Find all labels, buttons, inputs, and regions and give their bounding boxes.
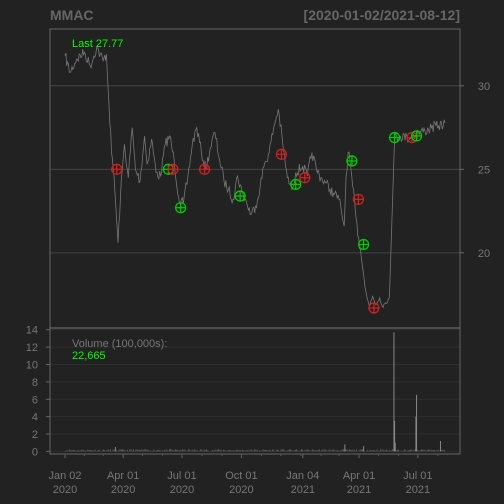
signal-marker [352,193,365,206]
volume-last-value: 22,665 [72,350,106,362]
x-tick-year: 2021 [406,484,430,496]
volume-grid [50,329,460,452]
volume-tick-label: 14 [26,325,38,337]
signal-marker [410,130,423,142]
signal-marker [234,190,246,202]
price-axis: 20 25 30 [460,81,490,260]
volume-axis: 0 2 4 6 8 10 12 14 [26,325,50,458]
x-tick-year: 2020 [229,484,253,496]
x-tick-label: Jan 02 [48,470,81,482]
volume-tick-label: 10 [26,359,38,371]
x-tick-year: 2021 [347,484,371,496]
x-tick-label: Jul 01 [403,470,432,482]
volume-label: Volume (100,000s): [72,338,167,350]
price-tick-label: 20 [478,248,490,260]
x-axis: Jan 02 2020 Apr 01 2020 Jul 01 2020 Oct 01 2020… [48,454,439,496]
volume-baseline-bars [64,449,445,452]
x-tick-year: 2020 [170,484,194,496]
last-price-label: Last 27.77 [72,38,123,50]
x-tick-year: 2020 [111,484,135,496]
date-range-label: [2020-01-02/2021-08-12] [304,7,460,23]
signal-marker [388,131,401,144]
x-tick-label: Apr 01 [343,470,375,482]
signal-marker [167,163,179,175]
signal-marker [275,148,288,160]
chart-title: MMAC [50,7,94,23]
signal-marker [357,238,370,251]
x-tick-year: 2021 [291,484,315,496]
signal-marker [368,302,380,314]
x-tick-label: Apr 01 [107,470,139,482]
signal-marker [198,163,211,175]
signal-marker [346,155,358,167]
x-tick-year: 2020 [53,484,77,496]
price-tick-label: 30 [478,81,490,93]
x-tick-label: Oct 01 [225,470,257,482]
volume-tick-label: 4 [32,412,38,424]
volume-tick-label: 8 [32,377,38,389]
volume-tick-label: 2 [32,429,38,441]
signal-marker [175,202,187,214]
volume-tick-label: 6 [32,394,38,406]
signal-markers [111,130,423,314]
volume-bars [64,332,445,452]
signal-marker [111,163,123,175]
signal-marker [290,178,302,190]
price-tick-label: 25 [478,164,490,176]
volume-tick-label: 0 [32,446,38,458]
plot-frame [49,28,461,455]
x-tick-label: Jul 01 [167,470,196,482]
x-tick-label: Jan 04 [286,470,319,482]
volume-tick-label: 12 [26,342,38,354]
signal-marker [299,172,311,184]
